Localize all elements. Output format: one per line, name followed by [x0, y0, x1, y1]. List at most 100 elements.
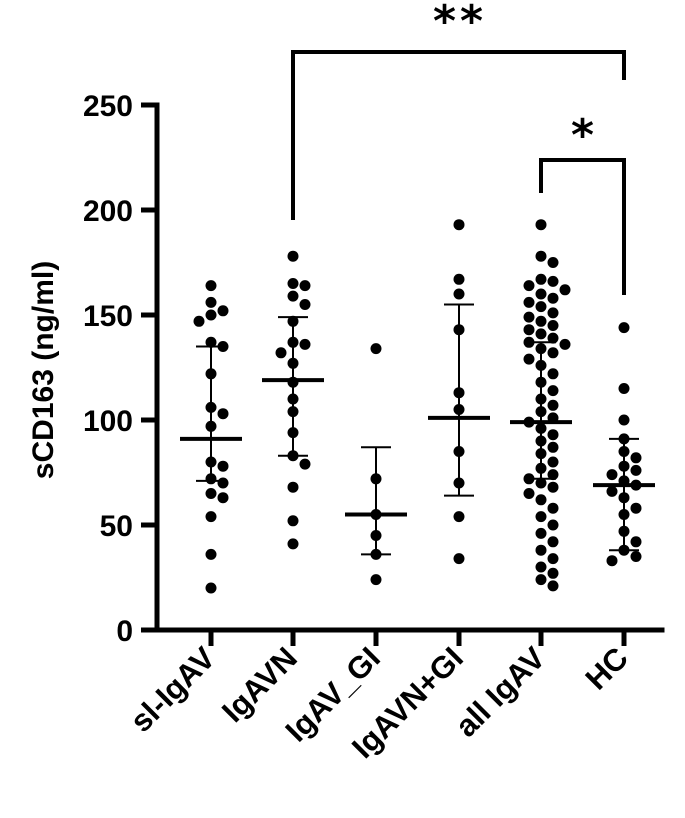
- x-tick-label: sl-IgAV: [123, 640, 222, 739]
- data-point: [299, 458, 311, 470]
- data-point: [547, 536, 559, 548]
- data-point: [287, 538, 299, 550]
- data-point: [535, 328, 547, 340]
- comparison-bracket: *: [539, 110, 626, 295]
- data-point: [275, 347, 287, 359]
- group-igavn: [262, 250, 324, 550]
- data-point: [523, 353, 535, 365]
- data-point: [547, 502, 559, 514]
- data-point: [217, 477, 229, 489]
- data-point: [523, 296, 535, 308]
- data-point: [547, 567, 559, 579]
- data-point: [453, 553, 465, 565]
- data-point: [535, 561, 547, 573]
- data-point: [618, 414, 630, 426]
- x-tick-label: all IgAV: [448, 640, 552, 744]
- data-point: [205, 309, 217, 321]
- data-point: [217, 305, 229, 317]
- data-point: [630, 551, 642, 562]
- data-point: [205, 280, 217, 292]
- data-point: [606, 469, 618, 481]
- bracket-line: [291, 50, 626, 220]
- data-point: [523, 488, 535, 499]
- data-point: [453, 511, 465, 523]
- data-groups: [180, 219, 655, 594]
- data-point: [535, 477, 547, 489]
- data-point: [287, 515, 299, 527]
- data-point: [630, 502, 642, 514]
- data-point: [618, 322, 630, 334]
- data-point: [630, 536, 642, 548]
- data-point: [523, 280, 535, 292]
- data-point: [453, 219, 465, 231]
- y-axis-label: sCD163 (ng/ml): [27, 261, 60, 479]
- data-point: [535, 494, 547, 506]
- data-point: [535, 511, 547, 523]
- data-point: [547, 441, 559, 453]
- y-tick-label: 100: [83, 405, 133, 438]
- data-point: [535, 527, 547, 539]
- data-point: [547, 456, 559, 468]
- data-point: [547, 307, 559, 319]
- data-point: [287, 278, 299, 289]
- data-point: [193, 315, 205, 327]
- group-hc: [593, 322, 655, 567]
- data-point: [205, 336, 217, 348]
- data-point: [547, 347, 559, 359]
- y-tick-label: 200: [83, 195, 133, 228]
- data-point: [630, 452, 642, 464]
- data-point: [217, 408, 229, 420]
- data-point: [287, 481, 299, 493]
- data-point: [547, 553, 559, 565]
- data-point: [287, 250, 299, 262]
- data-point: [547, 332, 559, 344]
- comparison-bracket: **: [291, 0, 626, 220]
- data-point: [370, 574, 382, 586]
- y-tick-label: 250: [83, 90, 133, 123]
- data-point: [535, 288, 547, 300]
- significance-label: **: [433, 0, 487, 47]
- data-point: [535, 219, 547, 231]
- data-point: [535, 544, 547, 556]
- data-point: [547, 275, 559, 287]
- data-point: [547, 519, 559, 531]
- data-point: [547, 580, 559, 592]
- data-point: [606, 555, 618, 567]
- data-point: [299, 299, 311, 310]
- data-point: [299, 338, 311, 350]
- data-point: [547, 399, 559, 411]
- data-point: [287, 290, 299, 302]
- data-point: [559, 284, 571, 296]
- y-tick-label: 0: [116, 615, 133, 648]
- data-point: [205, 488, 217, 499]
- data-point: [370, 343, 382, 355]
- significance-comparisons: ***: [291, 0, 626, 295]
- data-point: [547, 292, 559, 304]
- data-point: [205, 548, 217, 560]
- data-point: [547, 257, 559, 268]
- data-point: [535, 250, 547, 262]
- data-point: [299, 280, 311, 292]
- data-point: [535, 315, 547, 327]
- data-point: [205, 296, 217, 308]
- group-igavn-gi: [428, 219, 490, 565]
- data-point: [453, 288, 465, 300]
- data-point: [547, 481, 559, 493]
- significance-label: *: [571, 110, 594, 161]
- data-point: [618, 383, 630, 394]
- data-point: [547, 469, 559, 481]
- data-point: [606, 485, 618, 497]
- data-point: [630, 464, 642, 476]
- data-point: [453, 273, 465, 285]
- data-point: [535, 574, 547, 586]
- data-point: [205, 582, 217, 594]
- data-point: [547, 385, 559, 397]
- data-point: [523, 311, 535, 323]
- data-point: [547, 368, 559, 380]
- y-axis: 0 50 100 150 200 250: [83, 90, 160, 648]
- group-igav-gi: [345, 343, 407, 586]
- data-point: [217, 492, 229, 504]
- data-point: [217, 460, 229, 472]
